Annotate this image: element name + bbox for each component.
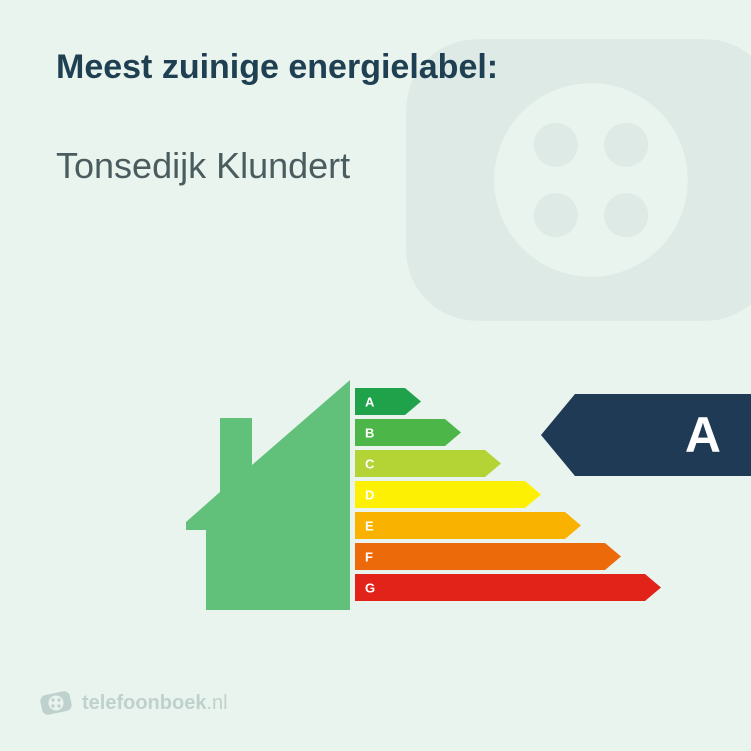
brand-light: .nl (206, 692, 227, 714)
energy-bar-g: G (355, 574, 661, 601)
rating-badge: A (541, 394, 751, 476)
energy-bar-e: E (355, 512, 661, 539)
card-subtitle: Tonsedijk Klundert (56, 145, 695, 187)
footer-brand-text: telefoonboek.nl (82, 692, 228, 715)
energy-bar-d: D (355, 481, 661, 508)
energy-bar-f: F (355, 543, 661, 570)
rating-letter: A (685, 410, 721, 460)
brand-bold: telefoonboek (82, 692, 206, 714)
card-title: Meest zuinige energielabel: (56, 48, 695, 87)
energy-card: Meest zuinige energielabel: Tonsedijk Kl… (0, 0, 751, 751)
house-icon (180, 380, 350, 610)
footer-brand: telefoonboek.nl (40, 687, 228, 719)
footer-phone-icon (40, 687, 72, 719)
